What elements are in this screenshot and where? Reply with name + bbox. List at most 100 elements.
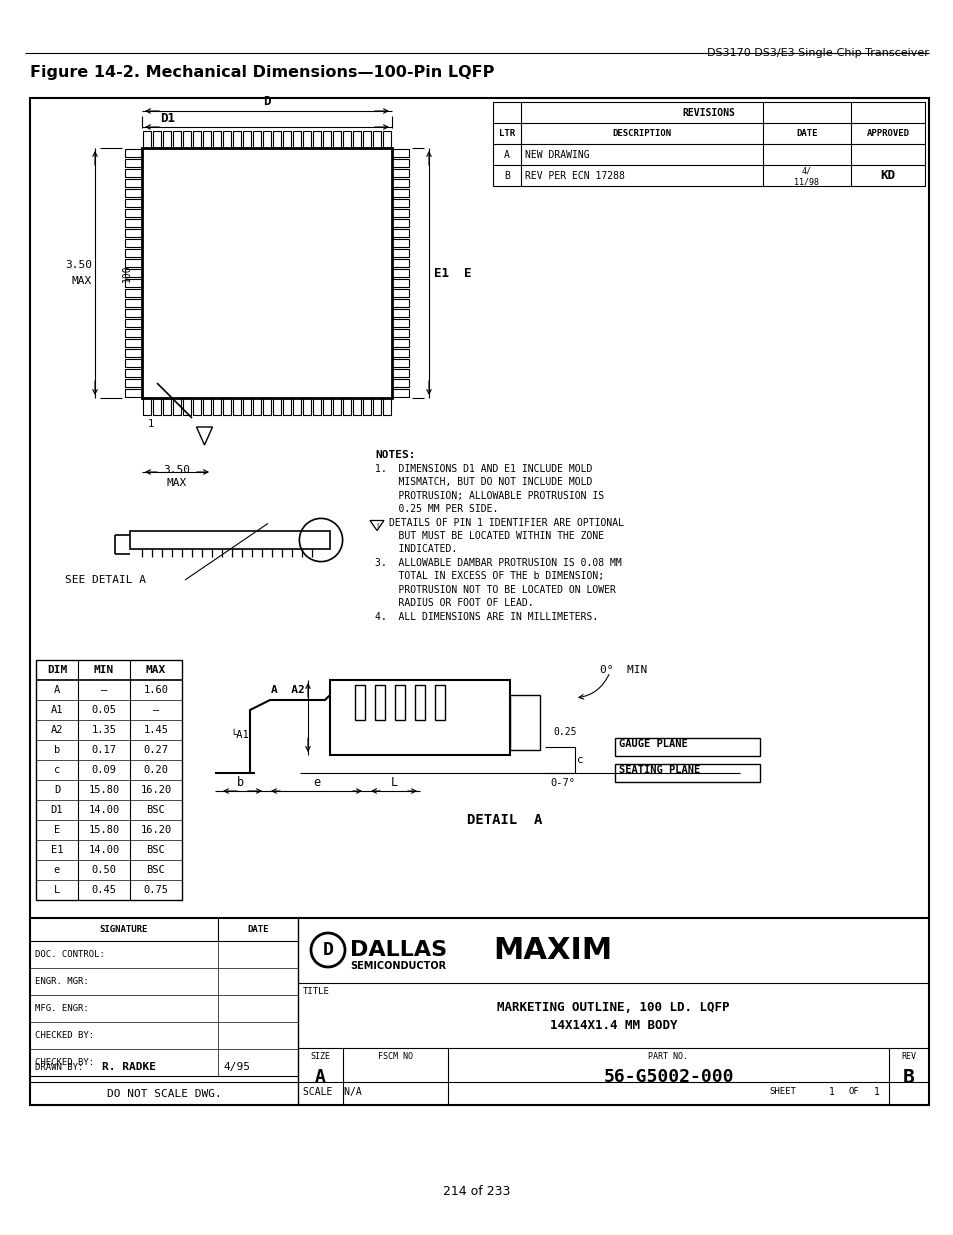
Bar [125, 269, 142, 277]
Text: A2: A2 [51, 725, 63, 735]
Text: E: E [53, 825, 60, 835]
Bar [36, 659, 182, 900]
Bar [125, 379, 142, 387]
Bar [392, 329, 409, 337]
Text: └A1: └A1 [230, 730, 249, 740]
Text: 0.25: 0.25 [553, 727, 576, 737]
Text: 16.20: 16.20 [140, 825, 172, 835]
Bar [392, 289, 409, 296]
Text: R. RADKE: R. RADKE [102, 1062, 156, 1072]
Bar [392, 169, 409, 177]
Text: 0.45: 0.45 [91, 885, 116, 895]
Text: DATE: DATE [796, 128, 817, 138]
Text: L: L [53, 885, 60, 895]
Bar [392, 269, 409, 277]
Bar [130, 531, 330, 550]
Text: D: D [322, 941, 334, 960]
Text: DALLAS: DALLAS [350, 940, 447, 960]
Bar [125, 179, 142, 186]
Bar [343, 131, 351, 148]
Bar [172, 398, 181, 415]
Bar [193, 131, 201, 148]
Bar [392, 249, 409, 257]
Bar [392, 389, 409, 396]
Bar [615, 764, 760, 782]
Bar [152, 398, 161, 415]
Bar [373, 398, 380, 415]
Text: 15.80: 15.80 [89, 825, 119, 835]
Bar [392, 338, 409, 347]
Text: MAX: MAX [146, 664, 166, 676]
Bar [392, 240, 409, 247]
Text: SIZE: SIZE [310, 1052, 330, 1061]
Bar [183, 398, 191, 415]
Text: A: A [314, 1068, 326, 1086]
Bar [163, 398, 171, 415]
Text: DETAILS OF PIN 1 IDENTIFIER ARE OPTIONAL: DETAILS OF PIN 1 IDENTIFIER ARE OPTIONAL [389, 517, 623, 527]
Text: NOTES:: NOTES: [375, 450, 416, 459]
Text: OF: OF [848, 1087, 859, 1095]
Text: –: – [101, 685, 107, 695]
Bar [395, 685, 405, 720]
Text: BUT MUST BE LOCATED WITHIN THE ZONE: BUT MUST BE LOCATED WITHIN THE ZONE [375, 531, 603, 541]
Bar [125, 309, 142, 317]
Bar [203, 131, 211, 148]
Text: MAXIM: MAXIM [493, 936, 612, 965]
Bar [125, 209, 142, 217]
Text: DOC. CONTROL:: DOC. CONTROL: [35, 950, 105, 960]
Bar [363, 131, 371, 148]
Text: SEMICONDUCTOR: SEMICONDUCTOR [350, 961, 446, 971]
Text: 1: 1 [148, 419, 154, 429]
Bar [392, 379, 409, 387]
Text: D1: D1 [51, 805, 63, 815]
Text: 3.50: 3.50 [163, 466, 191, 475]
Bar [355, 685, 365, 720]
Text: D1: D1 [160, 112, 174, 125]
Text: 0.27: 0.27 [143, 745, 169, 755]
Text: 14.00: 14.00 [89, 845, 119, 855]
Bar [293, 398, 301, 415]
Bar [125, 338, 142, 347]
Bar [273, 131, 281, 148]
Bar [313, 131, 320, 148]
Text: 4/: 4/ [801, 165, 811, 175]
Bar [125, 350, 142, 357]
Bar [392, 179, 409, 186]
Text: B: B [503, 170, 510, 180]
Bar [392, 279, 409, 287]
Text: DS3170 DS3/E3 Single-Chip Transceiver: DS3170 DS3/E3 Single-Chip Transceiver [706, 48, 928, 58]
Text: 0.05: 0.05 [91, 705, 116, 715]
Text: Figure 14-2. Mechanical Dimensions—100-Pin LQFP: Figure 14-2. Mechanical Dimensions—100-P… [30, 65, 494, 80]
Bar [493, 103, 924, 186]
Text: DATE: DATE [247, 925, 269, 934]
Bar [303, 398, 311, 415]
Bar [125, 199, 142, 207]
Bar [392, 359, 409, 367]
Bar [143, 398, 151, 415]
Text: NEW DRAWING: NEW DRAWING [524, 149, 589, 159]
Text: 1.35: 1.35 [91, 725, 116, 735]
Text: 14X14X1.4 MM BODY: 14X14X1.4 MM BODY [549, 1020, 677, 1032]
Text: e: e [313, 776, 319, 789]
Text: 0.17: 0.17 [91, 745, 116, 755]
Text: MAX: MAX [71, 275, 91, 287]
Text: CHECKED BY:: CHECKED BY: [35, 1058, 94, 1067]
Bar [125, 299, 142, 308]
Text: BSC: BSC [147, 864, 165, 876]
Bar [125, 189, 142, 198]
Text: D: D [53, 785, 60, 795]
Text: 4.  ALL DIMENSIONS ARE IN MILLIMETERS.: 4. ALL DIMENSIONS ARE IN MILLIMETERS. [375, 613, 598, 622]
Bar [125, 259, 142, 267]
Text: 214 of 233: 214 of 233 [443, 1186, 510, 1198]
Text: 1.45: 1.45 [143, 725, 169, 735]
Bar [392, 259, 409, 267]
Text: 14.00: 14.00 [89, 805, 119, 815]
Text: 11/98: 11/98 [794, 177, 819, 186]
Bar [125, 389, 142, 396]
Text: PART NO.: PART NO. [648, 1052, 688, 1061]
Text: GAUGE PLANE: GAUGE PLANE [618, 739, 687, 748]
Bar [323, 398, 331, 415]
Bar [375, 685, 385, 720]
Bar [392, 319, 409, 327]
Bar [333, 398, 340, 415]
